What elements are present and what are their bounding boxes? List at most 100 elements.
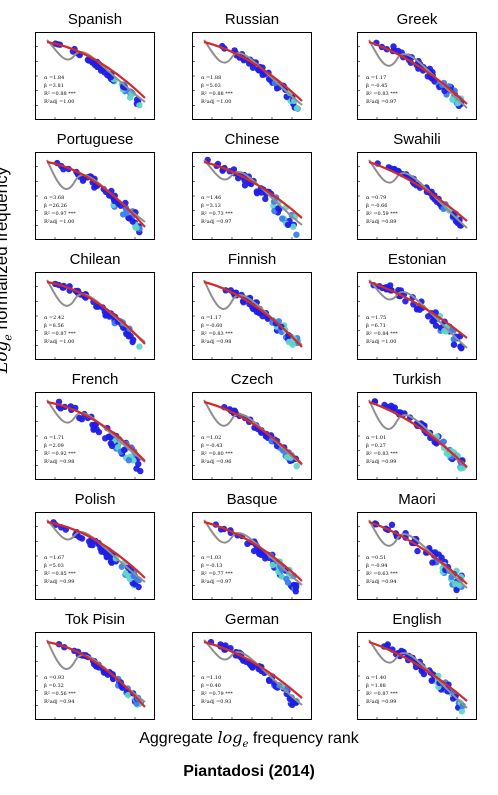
stat-beta: β =0.32 [44,683,64,689]
panel-czech: Czech α =1.02 β =-0.43 R² =0.80 *** R²adj =0… [192,370,312,480]
data-point [95,428,103,436]
data-point [123,330,130,338]
scatter-plot [35,392,155,480]
panel-french: French α =1.71 β =2.09 R² =0.92 *** R²adj =0… [35,370,155,480]
stat-r2adj: R²adj =0.99 [44,579,75,585]
stat-beta: β =6.71 [366,323,386,329]
stat-beta: β =1.88 [366,683,386,689]
stat-r2: R² =0.88 *** [201,91,233,97]
panel-greek: Greek α =1.17 β =-0.45 R² =0.83 *** R²adj =0… [357,10,477,120]
stat-r2adj: R²adj =0.99 [366,459,397,465]
stat-r2: R² =0.56 *** [44,691,76,697]
plot-area: α =1.88 β =5.03 R² =0.88 *** R²adj =1.00 [192,32,312,120]
data-point [289,701,296,709]
stat-r2: R² =0.88 *** [44,91,76,97]
stat-beta: β =-0.13 [201,563,223,569]
plot-area: α =1.71 β =2.09 R² =0.92 *** R²adj =0.98 [35,392,155,480]
stat-beta: β =3.81 [44,83,64,89]
data-point [429,559,436,566]
stat-r2adj: R²adj =1.00 [366,339,397,345]
stat-alpha: α =1.88 [201,75,222,81]
fit-statistics: α =1.01 β =0.27 R² =0.83 *** R²adj =0.99 [366,434,398,466]
data-point [125,457,132,464]
plot-area: α =1.46 β =3.13 R² =0.73 *** R²adj =0.97 [192,152,312,240]
scatter-plot [192,632,312,720]
stat-beta: β =0.40 [201,683,221,689]
fit-statistics: α =0.93 β =0.32 R² =0.56 *** R²adj =0.94 [44,674,76,706]
plot-area: α =1.67 β =5.03 R² =0.85 *** R²adj =0.99 [35,512,155,600]
fit-statistics: α =0.51 β =-0.94 R² =0.63 *** R²adj =0.94 [366,554,398,586]
model-fit-curve [203,40,303,102]
stat-r2: R² =0.63 *** [366,571,398,577]
plot-area: α =0.93 β =0.32 R² =0.56 *** R²adj =0.94 [35,632,155,720]
panel-chinese: Chinese α =1.46 β =3.13 R² =0.73 *** R²adj =… [192,130,312,240]
data-point [108,442,116,450]
data-point [78,535,86,542]
stat-beta: β =5.03 [201,83,221,89]
stat-r2: R² =0.59 *** [366,211,398,217]
model-fit-curve [46,160,146,228]
panel-tok-pisin: Tok Pisin α =0.93 β =0.32 R² =0.56 *** R²adj… [35,610,155,720]
plot-area: α =1.03 β =-0.13 R² =0.77 *** R²adj =0.97 [192,512,312,600]
panel-title: Estonian [387,251,447,268]
data-point [90,426,97,433]
plot-area: α =1.84 β =3.81 R² =0.88 *** R²adj =1.00 [35,32,155,120]
panel-swahili: Swahili α =0.79 β =-0.66 R² =0.59 *** R²adj … [357,130,477,240]
data-point [413,306,421,313]
empirical-curve [203,519,303,586]
stat-r2adj: R²adj =1.00 [44,99,75,105]
fit-statistics: α =1.88 β =5.03 R² =0.88 *** R²adj =1.00 [201,74,233,106]
plot-area: α =1.75 β =6.71 R² =0.84 *** R²adj =1.00 [357,272,477,360]
panel-portuguese: Portuguese α =3.68 β =26.26 R² =0.97 *** R²a… [35,130,155,240]
scatter-plot [192,512,312,600]
model-fit-curve [203,280,303,348]
scatter-plot [35,32,155,120]
stat-r2adj: R²adj =1.00 [44,219,75,225]
stat-alpha: α =0.79 [366,195,387,201]
stat-r2: R² =0.87 *** [366,691,398,697]
data-point [279,215,286,222]
model-fit-curve [46,280,146,345]
plot-area: α =3.68 β =26.26 R² =0.97 *** R²adj =1.00 [35,152,155,240]
fit-statistics: α =2.42 β =8.56 R² =0.87 *** R²adj =1.00 [44,314,76,346]
stat-alpha: α =1.71 [44,435,65,441]
empirical-curve [46,39,146,103]
data-point [129,218,136,225]
data-point [278,573,285,580]
data-point [249,64,257,71]
small-multiples-grid: Spanish α =1.84 β =3.81 R² =0.88 *** R²adj =… [35,10,477,720]
model-fit-curve [203,400,303,465]
scatter-plot [357,32,477,120]
stat-beta: β =8.56 [44,323,64,329]
data-point [100,669,108,676]
data-point [414,547,421,555]
stat-r2: R² =0.83 *** [366,451,398,457]
figure-credit: Piantadosi (2014) [183,763,315,780]
data-point [269,561,276,569]
stat-alpha: α =1.40 [366,675,387,681]
stat-r2: R² =0.97 *** [44,211,76,217]
panel-basque: Basque α =1.03 β =-0.13 R² =0.77 *** R²adj =… [192,490,312,600]
data-point [133,700,140,707]
data-point [384,641,391,648]
x-axis-label: Aggregate loge frequency rank [139,728,359,751]
data-point [402,298,409,305]
data-point [108,559,115,566]
empirical-curve [203,39,303,106]
empirical-curve [46,399,146,463]
panel-title: Greek [396,11,438,28]
stat-alpha: α =1.75 [366,315,387,321]
panel-title: Maori [398,491,436,508]
stat-r2: R² =0.83 *** [366,91,398,97]
panel-title: Spanish [67,11,123,28]
panel-title: Chilean [69,251,121,268]
stat-r2: R² =0.92 *** [44,451,76,457]
stat-beta: β =-0.43 [201,443,223,449]
data-point [458,708,466,715]
stat-r2: R² =0.85 *** [44,571,76,577]
data-point [123,209,130,217]
fit-statistics: α =3.68 β =26.26 R² =0.97 *** R²adj =1.00 [44,194,76,226]
plot-area: α =1.40 β =1.88 R² =0.87 *** R²adj =0.99 [357,632,477,720]
panel-title: Swahili [393,131,441,148]
stat-alpha: α =0.93 [44,675,65,681]
